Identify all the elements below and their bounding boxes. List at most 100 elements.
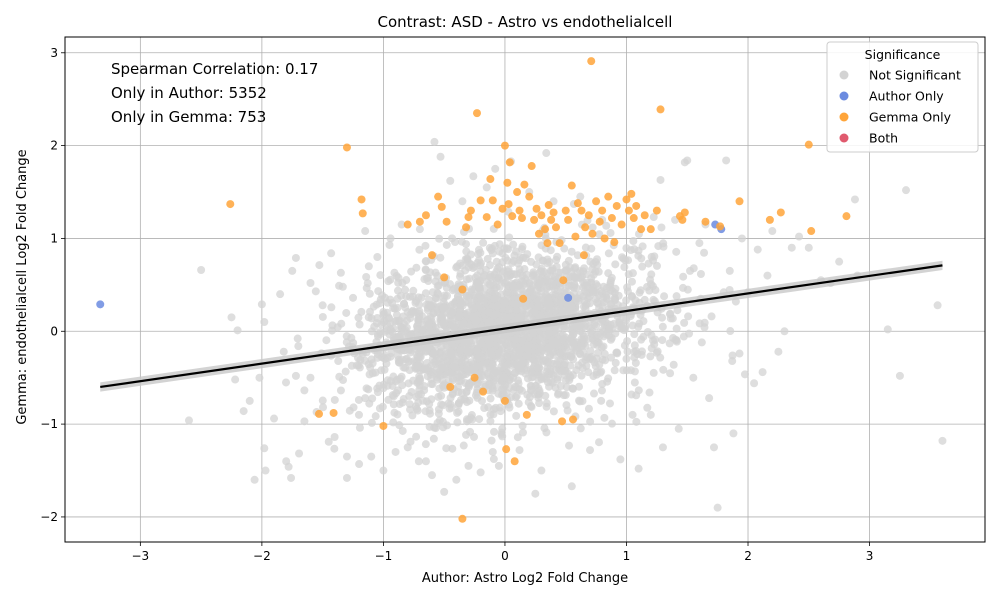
cloud-point — [577, 371, 586, 380]
cloud-point — [338, 282, 347, 291]
not-significant-point — [697, 338, 706, 347]
gemma-only-point — [525, 192, 534, 201]
not-significant-point — [373, 253, 382, 262]
cloud-point — [377, 320, 386, 329]
gemma-only-point — [716, 222, 725, 231]
gemma-only-point — [637, 225, 646, 234]
cloud-point — [592, 298, 601, 307]
cloud-point — [434, 409, 443, 418]
not-significant-point — [542, 149, 551, 158]
cloud-point — [376, 271, 385, 280]
gemma-only-point — [587, 57, 596, 66]
not-significant-point — [367, 452, 376, 461]
cloud-point — [379, 350, 388, 359]
cloud-point — [631, 359, 640, 368]
cloud-point — [503, 267, 512, 276]
gemma-only-point — [555, 239, 564, 248]
not-significant-point — [379, 466, 388, 475]
y-tick-label: −2 — [40, 510, 58, 524]
cloud-point — [469, 432, 478, 441]
cloud-point — [505, 233, 514, 242]
cloud-point — [338, 376, 347, 385]
cloud-point — [658, 336, 667, 345]
cloud-point — [336, 386, 345, 395]
cloud-point — [561, 390, 570, 399]
cloud-point — [540, 424, 549, 433]
cloud-point — [465, 396, 474, 405]
cloud-point — [657, 223, 666, 232]
cloud-point — [645, 286, 654, 295]
gemma-only-point — [600, 234, 609, 243]
legend-marker — [839, 70, 849, 80]
cloud-point — [671, 335, 680, 344]
gemma-only-point — [735, 197, 744, 206]
gemma-only-point — [632, 201, 641, 210]
cloud-point — [419, 396, 428, 405]
cloud-point — [516, 312, 525, 321]
gemma-only-point — [437, 202, 446, 211]
not-significant-point — [494, 461, 503, 470]
cloud-point — [368, 394, 377, 403]
cloud-point — [426, 301, 435, 310]
x-tick-label: 2 — [744, 549, 752, 563]
cloud-point — [571, 274, 580, 283]
cloud-point — [495, 263, 504, 272]
cloud-point — [456, 346, 465, 355]
not-significant-point — [287, 473, 296, 482]
gemma-only-point — [559, 276, 568, 285]
not-significant-point — [646, 410, 655, 419]
cloud-point — [400, 299, 409, 308]
cloud-point — [595, 328, 604, 337]
cloud-point — [447, 348, 456, 357]
cloud-point — [505, 376, 514, 385]
cloud-point — [638, 242, 647, 251]
cloud-point — [640, 295, 649, 304]
cloud-point — [438, 363, 447, 372]
y-axis-label: Gemma: endothelialcell Log2 Fold Change — [15, 149, 30, 424]
cloud-point — [618, 253, 627, 262]
cloud-point — [582, 300, 591, 309]
gemma-only-point — [513, 188, 522, 197]
cloud-point — [605, 399, 614, 408]
cloud-point — [526, 386, 535, 395]
gemma-only-point — [534, 229, 543, 238]
gemma-only-point — [547, 215, 556, 224]
cloud-point — [652, 261, 661, 270]
cloud-point — [483, 369, 492, 378]
cloud-point — [364, 313, 373, 322]
cloud-point — [597, 317, 606, 326]
cloud-point — [476, 259, 485, 268]
not-significant-point — [722, 156, 731, 165]
cloud-point — [459, 441, 468, 450]
gemma-only-point — [544, 201, 553, 210]
cloud-point — [582, 281, 591, 290]
cloud-point — [389, 400, 398, 409]
not-significant-point — [768, 227, 777, 236]
cloud-point — [467, 287, 476, 296]
cloud-point — [362, 273, 371, 282]
cloud-point — [404, 358, 413, 367]
gemma-only-point — [678, 215, 687, 224]
not-significant-point — [656, 175, 665, 184]
cloud-point — [495, 334, 504, 343]
not-significant-point — [403, 443, 412, 452]
not-significant-point — [361, 227, 370, 236]
cloud-point — [524, 341, 533, 350]
gemma-only-point — [656, 105, 665, 114]
cloud-point — [613, 349, 622, 358]
gemma-only-point — [342, 143, 351, 152]
gemma-only-point — [629, 214, 638, 223]
cloud-point — [580, 334, 589, 343]
cloud-point — [639, 317, 648, 326]
cloud-point — [672, 292, 681, 301]
gemma-only-point — [549, 208, 558, 217]
cloud-point — [604, 249, 613, 258]
cloud-point — [425, 400, 434, 409]
cloud-point — [355, 320, 364, 329]
gemma-only-point — [573, 199, 582, 208]
not-significant-point — [260, 317, 269, 326]
cloud-point — [545, 328, 554, 337]
gemma-only-point — [567, 181, 576, 190]
cloud-point — [610, 366, 619, 375]
cloud-point — [421, 265, 430, 274]
